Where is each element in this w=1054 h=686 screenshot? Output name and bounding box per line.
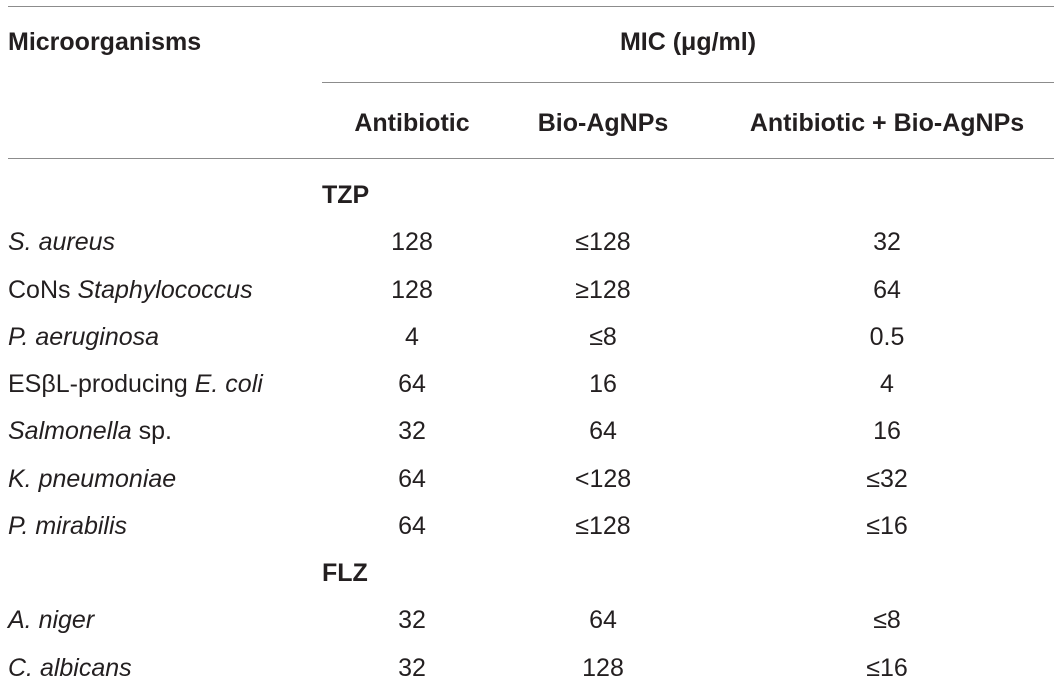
mic-rule <box>322 82 1054 83</box>
organism-text: ESβL-producing <box>8 370 195 398</box>
cell-bio-agnps: 64 <box>589 606 617 634</box>
organism-text: K. pneumoniae <box>8 465 177 493</box>
cell-combined: 0.5 <box>869 323 905 351</box>
cell-antibiotic: 32 <box>398 606 426 634</box>
cell-combined: ≤16 <box>866 654 908 682</box>
organism-text: Salmonella <box>8 417 132 445</box>
cell-bio-agnps: ≤8 <box>589 323 617 351</box>
organism-text: A. niger <box>8 606 95 634</box>
cell-organism: ESβL-producing E. coli <box>8 369 263 399</box>
cell-combined: ≤16 <box>866 512 908 540</box>
cell-organism: P. mirabilis <box>8 511 127 541</box>
cell-antibiotic: 128 <box>391 228 433 256</box>
cell-antibiotic: 64 <box>398 370 426 398</box>
cell-antibiotic: 64 <box>398 512 426 540</box>
cell-bio-agnps: ≥128 <box>575 276 631 304</box>
cell-antibiotic: 128 <box>391 276 433 304</box>
cell-antibiotic: 64 <box>398 465 426 493</box>
cell-antibiotic: 32 <box>398 654 426 682</box>
top-rule <box>8 6 1054 7</box>
cell-organism: P. aeruginosa <box>8 322 159 352</box>
cell-bio-agnps: ≤128 <box>575 228 631 256</box>
organism-text: P. mirabilis <box>8 512 128 540</box>
organism-text: sp. <box>131 417 172 445</box>
group-heading: TZP <box>322 181 370 209</box>
cell-combined: 16 <box>873 417 901 445</box>
cell-organism: S. aureus <box>8 227 115 257</box>
cell-bio-agnps: 128 <box>582 654 624 682</box>
cell-bio-agnps: <128 <box>574 465 632 493</box>
organism-text: P. aeruginosa <box>8 323 160 351</box>
header-rule <box>8 158 1054 159</box>
header-combined: Antibiotic + Bio-AgNPs <box>749 109 1025 137</box>
organism-text: E. coli <box>194 370 263 398</box>
organism-text: S. aureus <box>8 228 116 256</box>
header-microorganisms: Microorganisms <box>8 28 202 56</box>
cell-organism: A. niger <box>8 605 94 635</box>
cell-antibiotic: 32 <box>398 417 426 445</box>
organism-text: Staphylococcus <box>77 276 253 304</box>
organism-text: CoNs <box>8 276 78 304</box>
header-antibiotic: Antibiotic <box>354 109 470 137</box>
group-heading: FLZ <box>322 559 368 587</box>
cell-combined: 64 <box>873 276 901 304</box>
header-bio-agnps: Bio-AgNPs <box>537 109 669 137</box>
cell-organism: Salmonella sp. <box>8 416 172 446</box>
cell-bio-agnps: 16 <box>589 370 617 398</box>
cell-organism: C. albicans <box>8 653 132 683</box>
cell-organism: CoNs Staphylococcus <box>8 275 253 305</box>
cell-combined: 32 <box>873 228 901 256</box>
cell-antibiotic: 4 <box>405 323 419 351</box>
organism-text: C. albicans <box>8 654 132 682</box>
header-mic: MIC (μg/ml) <box>619 28 757 56</box>
cell-combined: 4 <box>880 370 894 398</box>
cell-bio-agnps: 64 <box>589 417 617 445</box>
cell-bio-agnps: ≤128 <box>575 512 631 540</box>
cell-combined: ≤8 <box>873 606 901 634</box>
cell-combined: ≤32 <box>866 465 908 493</box>
cell-organism: K. pneumoniae <box>8 464 176 494</box>
